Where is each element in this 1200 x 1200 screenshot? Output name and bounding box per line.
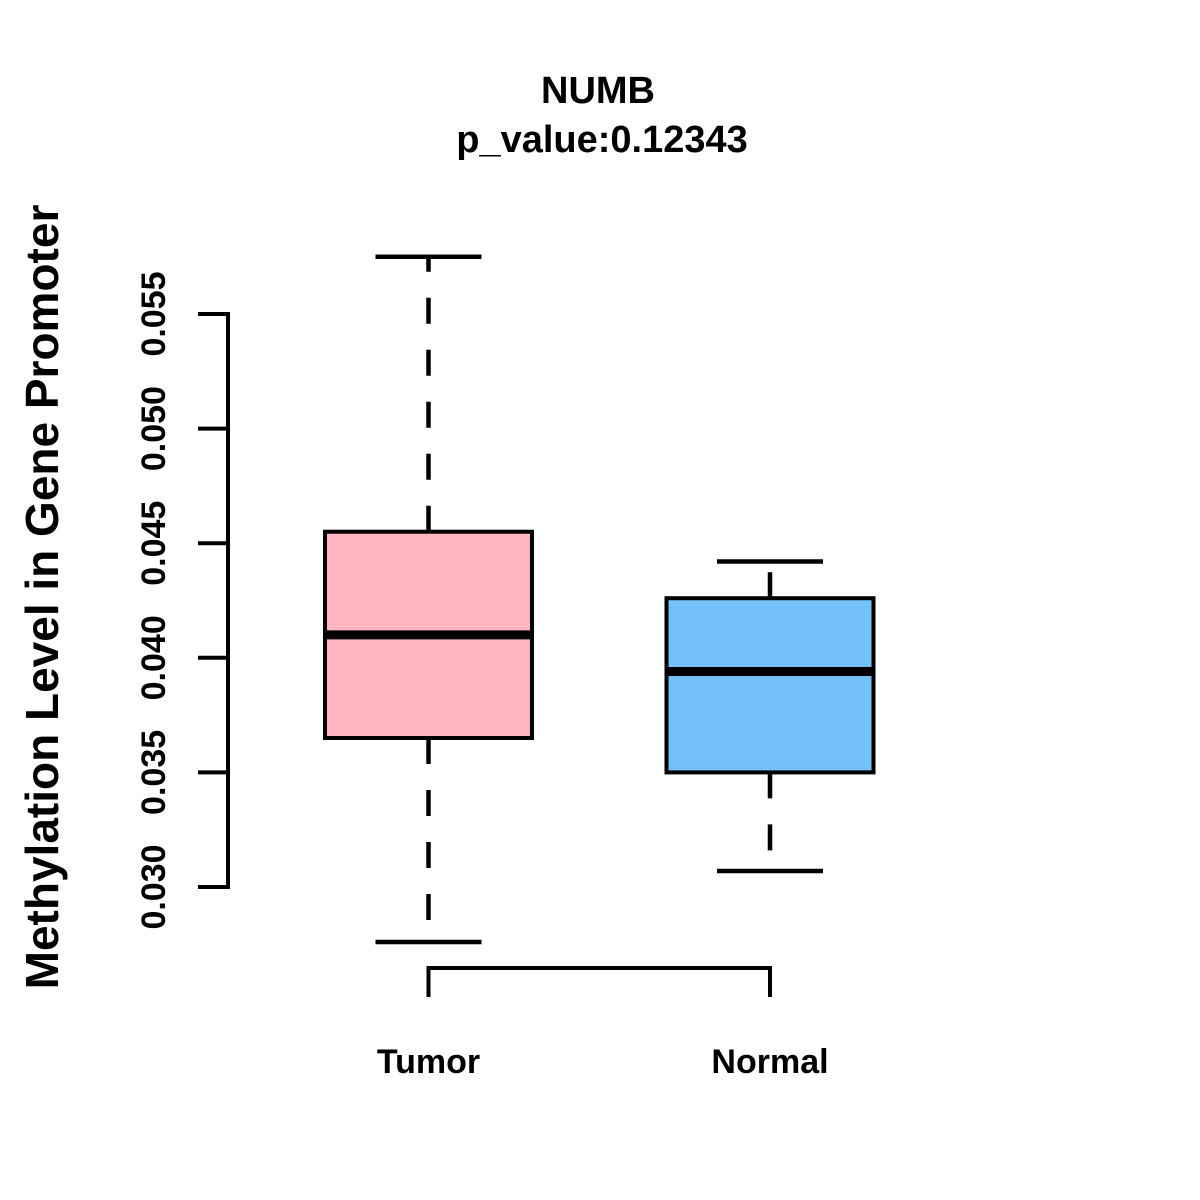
chart-title: NUMB xyxy=(541,70,655,112)
y-tick-label: 0.035 xyxy=(135,730,173,815)
y-axis-title: Methylation Level in Gene Promoter xyxy=(16,205,68,990)
y-tick-label: 0.055 xyxy=(135,271,173,356)
x-axis-line xyxy=(426,966,772,997)
boxplot-normal xyxy=(664,559,876,874)
y-tick-label: 0.040 xyxy=(135,615,173,700)
box-rect xyxy=(664,596,876,775)
y-tick-label: 0.030 xyxy=(135,844,173,929)
x-tick-label-tumor: Tumor xyxy=(377,1043,480,1081)
y-tick-label: 0.050 xyxy=(135,386,173,471)
x-tick-label-normal: Normal xyxy=(711,1043,828,1081)
chart-subtitle: p_value:0.12343 xyxy=(456,119,748,161)
y-tick-label: 0.045 xyxy=(135,501,173,586)
y-axis-ticks xyxy=(198,312,228,889)
boxplot-tumor xyxy=(323,254,534,945)
y-axis-tick-labels: 0.030 0.035 0.040 0.045 0.050 0.055 xyxy=(135,271,173,929)
boxplot-series-layer xyxy=(323,254,876,945)
